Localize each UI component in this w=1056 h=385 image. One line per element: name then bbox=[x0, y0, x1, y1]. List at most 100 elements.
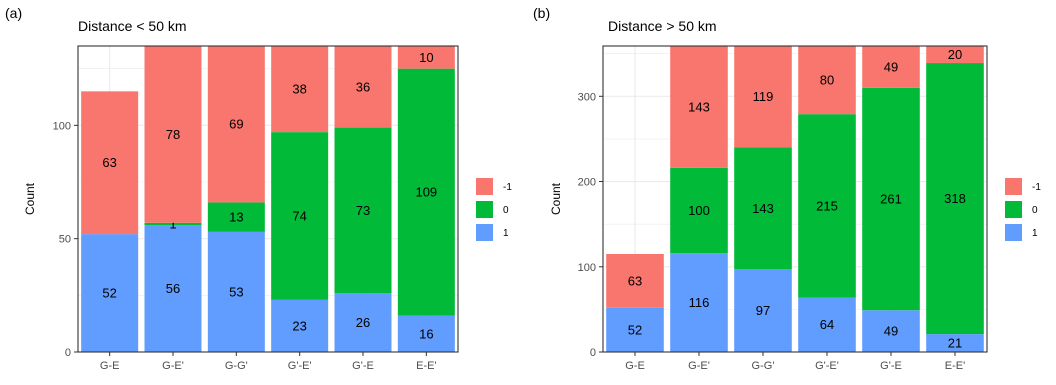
bar-G-E-series--1 bbox=[81, 91, 139, 235]
bar-value-label: 21 bbox=[948, 336, 962, 351]
bar-value-label: 52 bbox=[628, 322, 642, 337]
y-tick-label: 0 bbox=[590, 347, 596, 359]
bar-E-E'-series-1 bbox=[397, 315, 455, 352]
bar-value-label: 109 bbox=[415, 185, 437, 200]
bar-G-E'-series--1 bbox=[670, 46, 728, 168]
y-tick-label: 50 bbox=[59, 234, 71, 246]
y-tick-label: 100 bbox=[578, 262, 596, 274]
bar-G-G'-series-0 bbox=[207, 202, 265, 232]
x-tick-label: G-G' bbox=[752, 360, 775, 372]
x-tick-label: G'-E' bbox=[288, 360, 312, 372]
legend-label: 1 bbox=[503, 228, 509, 239]
bar-G'-E-series--1 bbox=[862, 46, 920, 88]
legend-label: 0 bbox=[1032, 205, 1038, 216]
bar-value-label: 1 bbox=[169, 216, 176, 231]
bar-value-label: 119 bbox=[753, 89, 774, 104]
bar-value-label: 100 bbox=[688, 203, 710, 218]
bar-value-label: 63 bbox=[628, 273, 642, 288]
legend-swatch bbox=[476, 201, 493, 218]
legend-label: 0 bbox=[503, 205, 509, 216]
legend-label: -1 bbox=[503, 182, 512, 193]
x-tick-label: G'-E' bbox=[815, 360, 839, 372]
legend-swatch bbox=[1005, 224, 1022, 241]
bar-value-label: 64 bbox=[820, 317, 834, 332]
bar-G'-E'-series--1 bbox=[271, 46, 329, 133]
bar-value-label: 74 bbox=[292, 209, 306, 224]
bar-G-E-series-1 bbox=[606, 307, 664, 352]
bar-value-label: 215 bbox=[816, 198, 838, 213]
bar-E-E'-series-0 bbox=[397, 68, 455, 316]
x-tick-label: E-E' bbox=[416, 360, 436, 372]
bar-value-label: 80 bbox=[820, 73, 834, 88]
x-tick-label: G-E' bbox=[162, 360, 184, 372]
plot-border bbox=[602, 45, 988, 353]
legend-label: -1 bbox=[1032, 182, 1041, 193]
legend-swatch bbox=[476, 224, 493, 241]
bar-G'-E'-series-1 bbox=[271, 299, 329, 352]
bar-G-G'-series-0 bbox=[734, 147, 792, 270]
x-tick-label: G'-E bbox=[880, 360, 902, 372]
y-tick-label: 200 bbox=[578, 177, 596, 189]
bar-value-label: 20 bbox=[948, 47, 962, 62]
bar-G'-E'-series-0 bbox=[798, 114, 856, 298]
legend-swatch bbox=[476, 178, 493, 195]
bar-G-E'-series-0 bbox=[144, 222, 202, 226]
plot-area bbox=[603, 46, 987, 352]
bar-G'-E-series--1 bbox=[334, 46, 392, 128]
bar-value-label: 56 bbox=[166, 281, 180, 296]
bar-value-label: 26 bbox=[356, 315, 370, 330]
bar-E-E'-series-0 bbox=[926, 63, 984, 335]
legend: -1 0 1 bbox=[476, 178, 512, 241]
bar-value-label: 49 bbox=[884, 324, 898, 339]
panel-label: (b) bbox=[533, 5, 550, 21]
bar-G'-E-series-0 bbox=[862, 87, 920, 311]
bar-G-E'-series-1 bbox=[670, 253, 728, 352]
bar-G-G'-series-1 bbox=[207, 231, 265, 352]
bar-G-G'-series--1 bbox=[207, 46, 265, 203]
y-tick-label: 300 bbox=[578, 91, 596, 103]
bar-value-label: 318 bbox=[944, 191, 966, 206]
chart-title: Distance < 50 km bbox=[78, 18, 187, 34]
bar-value-label: 73 bbox=[356, 203, 370, 218]
bar-value-label: 116 bbox=[689, 295, 710, 310]
panel-label: (a) bbox=[5, 5, 22, 21]
plot-area bbox=[78, 46, 458, 352]
bar-value-label: 78 bbox=[166, 127, 180, 142]
bar-value-label: 52 bbox=[102, 286, 116, 301]
bar-E-E'-series-1 bbox=[926, 334, 984, 352]
y-axis-title: Count bbox=[549, 182, 563, 215]
x-tick-label: G-G' bbox=[225, 360, 248, 372]
y-tick-label: 100 bbox=[53, 120, 71, 132]
x-tick-label: G-E bbox=[100, 360, 120, 372]
bar-value-label: 69 bbox=[229, 117, 243, 132]
x-tick-label: G-E bbox=[625, 360, 645, 372]
bar-value-label: 97 bbox=[756, 303, 770, 318]
bar-G-E-series--1 bbox=[606, 253, 664, 308]
bar-G'-E'-series--1 bbox=[798, 46, 856, 115]
y-axis-title: Count bbox=[23, 182, 37, 215]
chart-panel-2: (b)Distance > 50 km526311610014397143119… bbox=[533, 5, 1041, 372]
chart-panel-1: (a) Distance < 50 km 52 63 56 1 78 53 13 69 23 74 38… bbox=[5, 5, 512, 372]
bar-value-label: 36 bbox=[356, 79, 370, 94]
bar-G'-E-series-1 bbox=[862, 310, 920, 352]
bar-value-label: 16 bbox=[419, 326, 433, 341]
legend-swatch bbox=[1005, 178, 1022, 195]
bar-value-label: 38 bbox=[292, 82, 306, 97]
bar-value-label: 143 bbox=[752, 201, 774, 216]
legend-label: 1 bbox=[1032, 228, 1038, 239]
legend-swatch bbox=[1005, 201, 1022, 218]
bar-G'-E'-series-0 bbox=[271, 132, 329, 300]
bar-G-G'-series--1 bbox=[734, 46, 792, 148]
x-tick-label: G-E' bbox=[688, 360, 710, 372]
bar-value-label: 143 bbox=[688, 99, 710, 114]
chart-title: Distance > 50 km bbox=[608, 18, 717, 34]
bar-G-E'-series--1 bbox=[144, 46, 202, 223]
x-tick-label: G'-E bbox=[352, 360, 374, 372]
bar-E-E'-series--1 bbox=[397, 46, 455, 69]
bar-value-label: 63 bbox=[102, 155, 116, 170]
bar-value-label: 261 bbox=[880, 192, 902, 207]
bar-value-label: 13 bbox=[229, 210, 243, 225]
bar-G-E'-series-1 bbox=[144, 225, 202, 352]
bar-G'-E'-series-1 bbox=[798, 297, 856, 352]
